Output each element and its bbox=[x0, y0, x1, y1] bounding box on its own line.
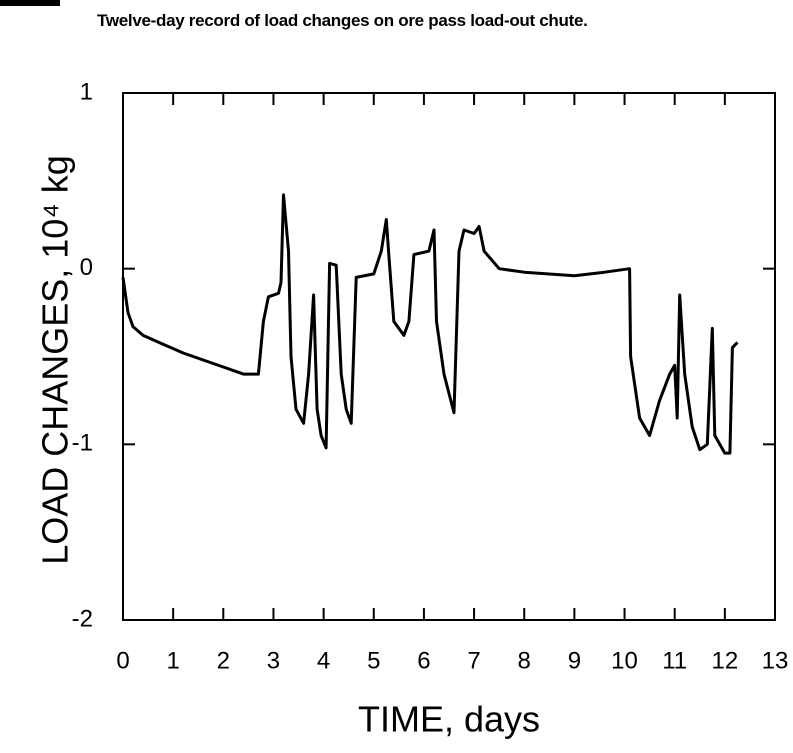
y-tick-label: 1 bbox=[80, 78, 93, 105]
x-tick-label: 3 bbox=[267, 647, 280, 674]
data-line bbox=[121, 193, 739, 455]
x-tick-label: 5 bbox=[367, 647, 380, 674]
y-tick-label: -1 bbox=[72, 430, 93, 457]
x-tick-label: 11 bbox=[662, 647, 687, 674]
x-tick-label: 9 bbox=[568, 647, 581, 674]
header-bar bbox=[0, 0, 60, 6]
x-tick-label: 8 bbox=[518, 647, 531, 674]
plot-frame bbox=[122, 92, 776, 621]
x-tick-label: 4 bbox=[317, 647, 330, 674]
x-tick-label: 12 bbox=[711, 647, 738, 674]
x-tick-label: 13 bbox=[762, 647, 789, 674]
x-tick-label: 1 bbox=[166, 647, 179, 674]
chart-title: Twelve-day record of load changes on ore… bbox=[97, 11, 588, 30]
x-tick-label: 7 bbox=[467, 647, 480, 674]
y-tick-label: -2 bbox=[72, 605, 93, 632]
x-tick-label: 10 bbox=[611, 647, 638, 674]
y-tick-label: 0 bbox=[80, 254, 93, 281]
x-tick-label: 6 bbox=[417, 647, 430, 674]
x-tick-label: 0 bbox=[116, 647, 129, 674]
x-axis-label: TIME, days bbox=[358, 699, 540, 740]
x-tick-label: 2 bbox=[217, 647, 230, 674]
y-axis-label: LOAD CHANGES, 10⁴ kg bbox=[35, 155, 76, 565]
